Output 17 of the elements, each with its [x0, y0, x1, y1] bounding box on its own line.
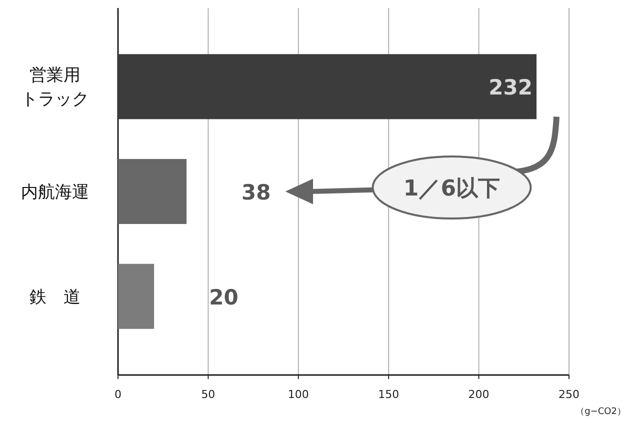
bar [118, 158, 187, 224]
x-axis-title: （g−CO2） [576, 407, 626, 417]
x-tick-label: 100 [288, 388, 309, 401]
bar [118, 54, 537, 120]
y-tick-label: 鉄 道 [30, 287, 80, 308]
x-tick-label: 250 [558, 388, 580, 401]
annotation: 1／6以下 [403, 176, 500, 202]
data-label: 20 [209, 285, 238, 310]
x-tick-label: 50 [201, 388, 216, 401]
data-label: 38 [242, 180, 271, 204]
data-label: 232 [488, 76, 533, 100]
y-tick-label: 営業用トラック [21, 66, 89, 110]
x-tick-label: 0 [114, 388, 122, 401]
bar [118, 264, 154, 329]
x-tick-label: 200 [468, 388, 490, 401]
y-tick-label: 内航海運 [21, 182, 89, 202]
x-tick-label: 150 [378, 388, 400, 401]
